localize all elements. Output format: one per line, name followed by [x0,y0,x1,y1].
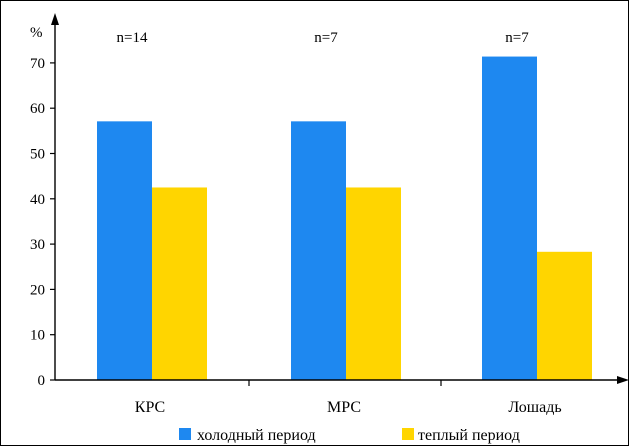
legend-swatch-1 [179,428,191,440]
group-annotation-2: n=7 [314,30,338,46]
y-axis-arrow [51,13,59,25]
group-annotation-1: n=14 [117,30,148,46]
legend-label-1: холодный период [197,427,316,444]
category-label-1: КРС [135,399,165,416]
y-tick-label-4: 30 [30,237,45,253]
bar-2-3 [537,251,592,380]
y-tick-label-8: 70 [30,56,45,72]
axes-group [50,13,629,386]
y-axis-label: % [30,25,43,41]
bar-2-1 [152,187,207,380]
legend-swatch-2 [402,428,414,440]
bar-2-2 [346,187,401,380]
group-annotation-3: n=7 [505,30,529,46]
bar-1-2 [291,121,346,380]
bar-1-3 [482,56,537,381]
y-tick-label-3: 20 [30,282,45,298]
y-tick-label-7: 60 [30,101,45,117]
category-label-3: Лошадь [508,399,561,416]
y-tick-label-2: 10 [30,328,45,344]
category-label-2: МРС [327,399,361,416]
y-tick-label-5: 40 [30,192,45,208]
y-tick-label-6: 50 [30,147,45,163]
labels-group: 0 10 20 30 40 50 60 70% КРС n=14 МРС n=7 Лошадь n=7 [30,25,562,416]
legend: холодный период теплый период [179,427,520,444]
bars-group [97,56,592,381]
x-axis-arrow [617,376,629,384]
legend-label-2: теплый период [418,427,520,444]
bar-1-1 [97,121,152,380]
y-tick-label-1: 0 [38,373,46,389]
